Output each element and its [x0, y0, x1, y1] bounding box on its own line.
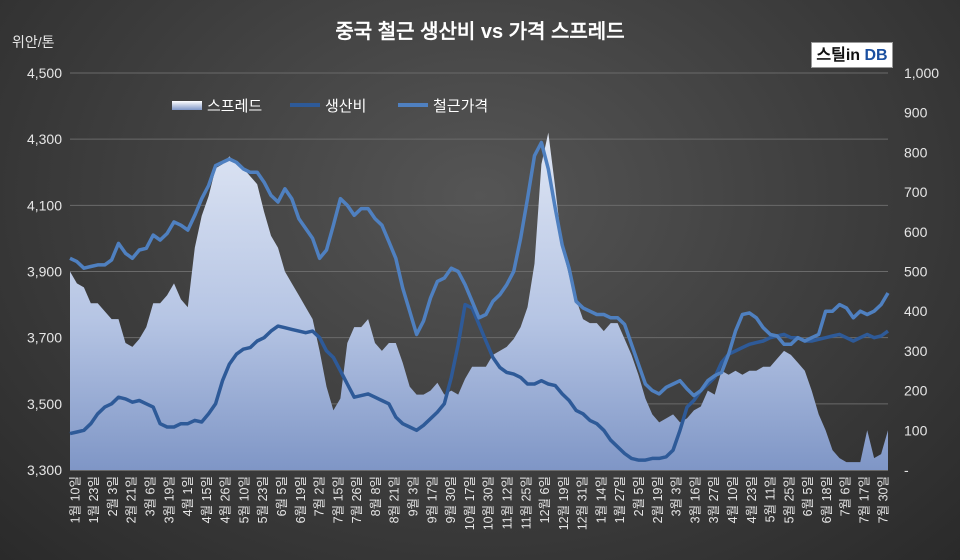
x-axis: 1월 10일 1월 23일 2월 3일 2월 21일 3월 6일 3월 19일 4월 1일 4… [68, 476, 890, 530]
rebar-price-line [69, 140, 890, 398]
y2-tick-label: 600 [904, 224, 928, 240]
x-tick-label: 9월 3일 [407, 476, 421, 516]
x-tick-label: 3월 27일 [707, 476, 721, 523]
x-tick-label: 1월 10일 [68, 476, 82, 523]
x-tick-label: 8월 8일 [369, 476, 383, 516]
y-axis-right: - 100 200 300 400 500 600 700 800 900 1,000 [904, 65, 939, 478]
x-tick-label: 8월 21일 [388, 476, 402, 523]
y-axis-left: 3,300 3,500 3,700 3,900 4,100 4,300 4,500 [27, 65, 62, 478]
x-tick-label: 6월 19일 [294, 476, 308, 523]
x-tick-label: 5월 25일 [782, 476, 796, 523]
x-tick-label: 7월 15일 [331, 476, 345, 523]
legend-label: 생산비 [325, 98, 366, 115]
y-tick-label: 3,900 [27, 264, 62, 280]
y2-tick-label: 900 [904, 105, 928, 121]
x-tick-label: 5월 23일 [256, 476, 270, 523]
x-tick-label: 6월 5일 [275, 476, 289, 516]
y2-tick-label: 400 [904, 303, 928, 319]
x-tick-label: 3월 3일 [670, 476, 684, 516]
y2-tick-label: 300 [904, 343, 928, 359]
x-tick-label: 7월 17일 [858, 476, 872, 523]
x-tick-label: 4월 1일 [181, 476, 195, 516]
x-tick-label: 4월 23일 [745, 476, 759, 523]
y-tick-label: 4,100 [27, 197, 62, 213]
x-tick-label: 3월 19일 [162, 476, 176, 523]
x-tick-label: 4월 10일 [726, 476, 740, 523]
y2-tick-label: - [904, 462, 909, 478]
y2-tick-label: 1,000 [904, 65, 939, 81]
x-tick-label: 3월 16일 [688, 476, 702, 523]
x-tick-label: 3월 6일 [143, 476, 157, 516]
x-tick-label: 10월 30일 [482, 476, 496, 530]
x-tick-label: 5월 11일 [764, 476, 778, 522]
legend: 스프레드 생산비 철근가격 [172, 98, 488, 115]
legend-swatch-spread [172, 101, 202, 110]
y-tick-label: 4,500 [27, 65, 62, 81]
x-tick-label: 2월 3일 [106, 476, 120, 516]
x-tick-label: 2월 5일 [632, 476, 646, 516]
x-tick-label: 1월 27일 [613, 476, 627, 523]
x-tick-label: 9월 17일 [425, 476, 439, 523]
y2-tick-label: 800 [904, 144, 928, 160]
spread-area [70, 132, 888, 470]
x-tick-label: 1월 14일 [594, 476, 608, 523]
x-tick-label: 2월 19일 [651, 476, 665, 523]
x-tick-label: 1월 23일 [87, 476, 101, 523]
y-tick-label: 3,700 [27, 330, 62, 346]
x-tick-label: 7월 6일 [839, 476, 853, 516]
production-cost-line [69, 302, 890, 462]
x-tick-label: 10월 17일 [463, 476, 477, 530]
x-tick-label: 6월 5일 [801, 476, 815, 516]
legend-label: 스프레드 [207, 98, 262, 115]
y-tick-label: 3,300 [27, 462, 62, 478]
x-tick-label: 12월 6일 [538, 476, 552, 523]
x-tick-label: 4월 26일 [219, 476, 233, 523]
x-tick-label: 12월 31일 [576, 476, 590, 530]
legend-label: 철근가격 [433, 98, 488, 115]
x-tick-label: 4월 15일 [200, 476, 214, 523]
x-tick-label: 6월 18일 [820, 476, 834, 523]
x-tick-label: 7월 30일 [876, 476, 890, 523]
y2-tick-label: 700 [904, 184, 928, 200]
x-tick-label: 9월 30일 [444, 476, 458, 523]
x-tick-label: 2월 21일 [125, 476, 139, 523]
x-tick-label: 12월 19일 [557, 476, 571, 530]
y-tick-label: 4,300 [27, 131, 62, 147]
x-tick-label: 11월 25일 [519, 476, 533, 529]
x-tick-label: 7월 26일 [350, 476, 364, 523]
x-tick-label: 7월 2일 [313, 476, 327, 516]
chart-title: 중국 철근 생산비 vs 가격 스프레드 [335, 20, 624, 43]
y2-tick-label: 500 [904, 264, 928, 280]
steelin-db-logo: 스틸in DB [811, 42, 893, 68]
y-tick-label: 3,500 [27, 396, 62, 412]
x-tick-label: 11월 12일 [500, 476, 514, 529]
x-tick-label: 5월 10일 [237, 476, 251, 523]
y2-tick-label: 200 [904, 383, 928, 399]
y2-tick-label: 100 [904, 422, 928, 438]
y-axis-unit: 위안/톤 [12, 34, 55, 50]
